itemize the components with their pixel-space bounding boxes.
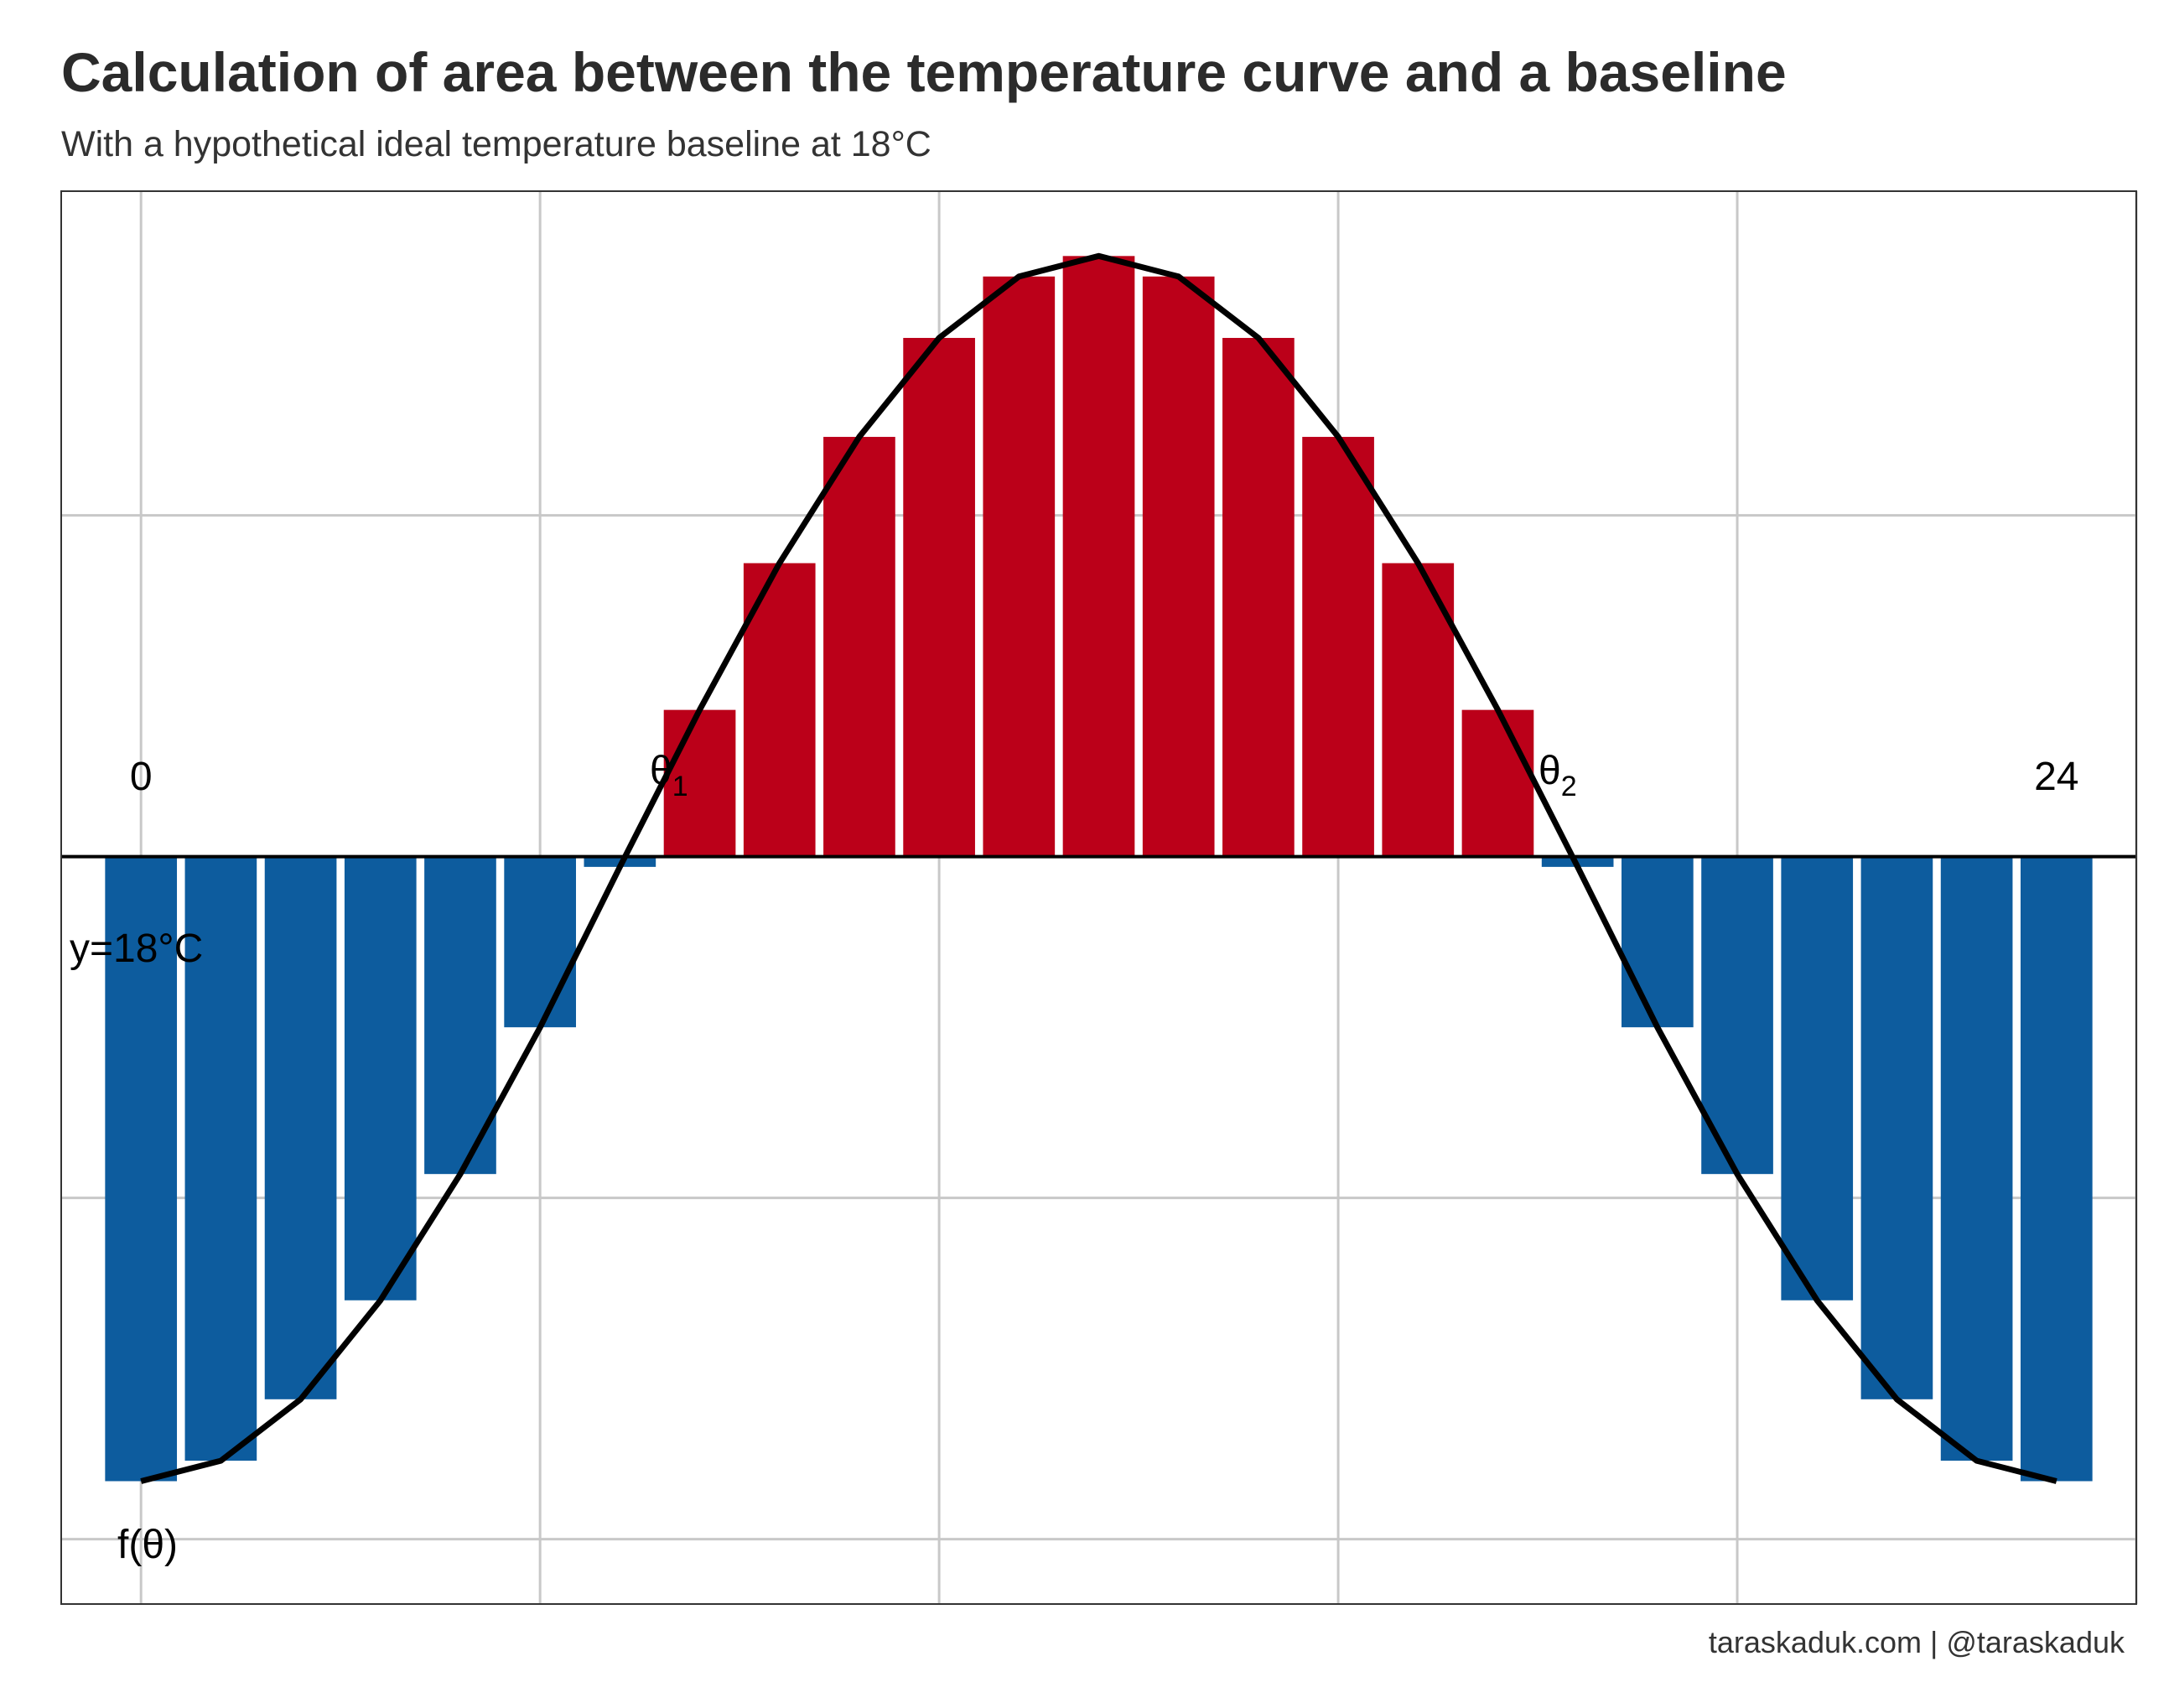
- bars: [105, 256, 2093, 1482]
- bar-below-baseline: [424, 856, 496, 1175]
- temperature-curve: [140, 252, 2057, 1484]
- label-start: 0: [130, 755, 153, 799]
- bar-below-baseline: [264, 856, 337, 1399]
- panel-border: [60, 190, 2137, 1605]
- bar-below-baseline: [1860, 856, 1933, 1399]
- bar-below-baseline: [105, 856, 178, 1482]
- label-end: 24: [2034, 755, 2078, 799]
- label-function: f(θ): [117, 1523, 178, 1567]
- theta1-symbol: θ: [650, 749, 672, 793]
- bar-below-baseline: [1940, 856, 2013, 1461]
- bar-above-baseline: [663, 709, 736, 857]
- bar-above-baseline: [1142, 276, 1215, 857]
- theta1-subscript: 1: [672, 771, 688, 802]
- bar-below-baseline: [1701, 856, 1773, 1175]
- bar-above-baseline: [983, 276, 1056, 857]
- caption: taraskaduk.com | @taraskaduk: [1708, 1625, 2125, 1659]
- bar-below-baseline: [1622, 856, 1694, 1028]
- bar-above-baseline: [1062, 256, 1135, 857]
- bar-above-baseline: [903, 338, 975, 857]
- bar-below-baseline: [2020, 856, 2093, 1482]
- chart-title: Calculation of area between the temperat…: [61, 41, 1787, 103]
- annotations: 0 24 θ1 θ2 y=18°C f(θ): [70, 749, 2079, 1567]
- bar-above-baseline: [1302, 437, 1374, 857]
- bar-above-baseline: [823, 437, 895, 857]
- label-baseline: y=18°C: [70, 927, 203, 971]
- bar-below-baseline: [1781, 856, 1854, 1300]
- bar-below-baseline: [344, 856, 417, 1300]
- label-theta1: θ1: [650, 749, 688, 802]
- theta2-subscript: 2: [1561, 771, 1577, 802]
- bar-above-baseline: [1222, 338, 1295, 857]
- bar-below-baseline: [184, 856, 257, 1461]
- label-theta2: θ2: [1539, 749, 1577, 802]
- bar-below-baseline: [504, 856, 576, 1028]
- theta2-symbol: θ: [1539, 749, 1561, 793]
- chart-subtitle: With a hypothetical ideal temperature ba…: [61, 124, 931, 164]
- bar-above-baseline: [1461, 709, 1534, 857]
